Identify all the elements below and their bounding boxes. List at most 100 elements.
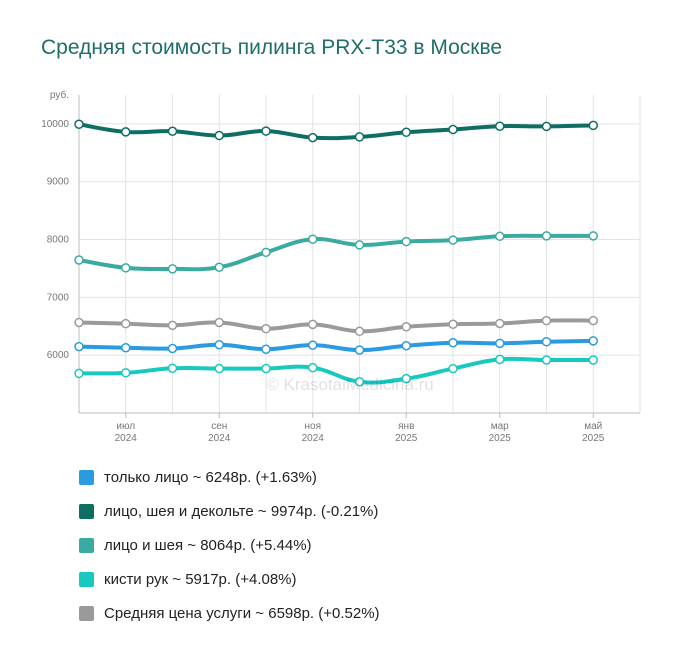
data-point	[495, 338, 505, 349]
data-point	[354, 132, 365, 142]
series-line	[77, 122, 596, 141]
y-tick-label: 7000	[47, 292, 70, 303]
data-point	[401, 236, 411, 247]
y-axis-label: руб.	[50, 89, 69, 101]
data-point	[121, 263, 131, 273]
x-tick-year-label: 2025	[395, 433, 418, 444]
x-tick-year-label: 2024	[208, 433, 231, 444]
data-point	[401, 373, 411, 384]
data-point	[354, 345, 365, 355]
x-tick-label: мар	[491, 421, 509, 432]
data-point	[261, 247, 271, 258]
data-point	[448, 319, 458, 329]
data-point	[74, 368, 84, 379]
data-point	[448, 235, 458, 245]
legend-item[interactable]: лицо, шея и декольте ~ 9974р. (-0.21%)	[79, 494, 380, 528]
data-point	[308, 340, 318, 350]
legend: только лицо ~ 6248р. (+1.63%) лицо, шея …	[79, 460, 380, 630]
data-point	[448, 338, 458, 348]
legend-label: только лицо ~ 6248р. (+1.63%)	[104, 468, 317, 486]
x-tick-label: сен	[211, 421, 227, 432]
data-point	[541, 121, 552, 132]
data-point	[588, 315, 598, 326]
data-point	[588, 336, 598, 346]
data-point	[167, 126, 178, 137]
legend-swatch	[79, 605, 94, 621]
watermark: © KrasotaiMedicina.ru	[266, 375, 434, 394]
data-point	[214, 317, 224, 328]
data-point	[588, 120, 598, 131]
data-point	[261, 323, 271, 334]
x-tick-label: май	[584, 421, 602, 432]
legend-swatch	[79, 503, 94, 519]
data-point	[541, 231, 552, 241]
legend-item[interactable]: лицо и шея ~ 8064р. (+5.44%)	[79, 528, 380, 562]
data-point	[588, 231, 598, 241]
data-point	[74, 119, 84, 130]
data-point	[261, 363, 271, 374]
y-tick-label: 10000	[41, 119, 69, 130]
legend-label: лицо, шея и декольте ~ 9974р. (-0.21%)	[104, 502, 379, 520]
data-point	[588, 355, 598, 365]
y-tick-label: 6000	[47, 350, 70, 361]
data-point	[121, 342, 131, 353]
legend-swatch	[79, 571, 94, 587]
x-tick-label: июл	[116, 421, 135, 432]
legend-item[interactable]: Средняя цена услуги ~ 6598р. (+0.52%)	[79, 596, 380, 630]
x-tick-label: ноя	[305, 421, 322, 432]
data-point	[214, 130, 224, 141]
data-point	[401, 341, 411, 351]
data-point	[495, 354, 505, 365]
data-point	[308, 234, 318, 244]
legend-item[interactable]: кисти рук ~ 5917р. (+4.08%)	[79, 562, 380, 596]
data-point	[401, 127, 411, 138]
data-point	[448, 363, 458, 374]
legend-item[interactable]: только лицо ~ 6248р. (+1.63%)	[79, 460, 380, 494]
data-point	[354, 377, 365, 387]
data-point	[214, 262, 224, 272]
data-point	[354, 326, 365, 337]
data-point	[261, 344, 271, 354]
data-point	[261, 126, 271, 136]
data-point	[167, 363, 178, 373]
data-point	[308, 132, 318, 143]
x-tick-year-label: 2025	[489, 433, 512, 444]
data-point	[541, 337, 552, 347]
data-point	[74, 255, 84, 265]
data-point	[167, 343, 178, 354]
data-point	[541, 315, 552, 326]
legend-label: лицо и шея ~ 8064р. (+5.44%)	[104, 536, 312, 554]
chart-title: Средняя стоимость пилинга PRX-T33 в Моск…	[41, 36, 503, 59]
data-point	[121, 368, 131, 378]
legend-swatch	[79, 537, 94, 553]
data-point	[495, 121, 505, 131]
data-point	[214, 339, 224, 350]
series-line	[77, 233, 596, 272]
data-point	[121, 318, 131, 329]
data-point	[495, 231, 505, 242]
data-point	[308, 362, 318, 373]
data-point	[308, 319, 318, 330]
y-tick-label: 8000	[47, 235, 70, 246]
data-point	[74, 341, 84, 352]
data-point	[401, 322, 411, 332]
x-tick-year-label: 2024	[115, 433, 138, 444]
y-tick-label: 9000	[47, 177, 70, 188]
series-line	[77, 318, 596, 334]
x-tick-label: янв	[398, 421, 414, 432]
series-line	[77, 338, 596, 353]
x-tick-year-label: 2025	[582, 433, 605, 444]
data-point	[121, 127, 131, 137]
data-point	[354, 240, 365, 250]
data-point	[495, 318, 505, 329]
data-point	[214, 363, 224, 374]
data-point	[74, 317, 84, 328]
data-point	[448, 124, 458, 135]
legend-swatch	[79, 469, 94, 485]
data-point	[541, 355, 552, 365]
legend-label: кисти рук ~ 5917р. (+4.08%)	[104, 570, 297, 588]
data-point	[167, 320, 178, 331]
x-tick-year-label: 2024	[302, 433, 325, 444]
legend-label: Средняя цена услуги ~ 6598р. (+0.52%)	[104, 604, 380, 622]
